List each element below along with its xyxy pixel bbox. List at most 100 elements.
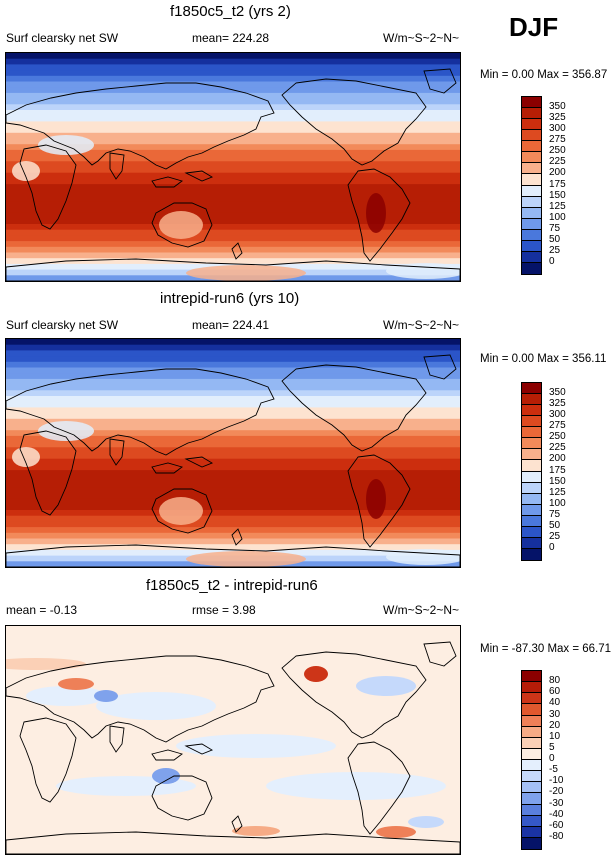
field-spot [38, 135, 94, 155]
field-anomaly [304, 666, 328, 682]
field-band [6, 453, 460, 460]
colorbar-swatch [522, 826, 541, 838]
colorbar-tick-label: 175 [549, 178, 566, 190]
field-band [6, 367, 460, 375]
coastline [423, 68, 457, 94]
colorbar-tick-label: 75 [549, 508, 561, 520]
panel-3-units-label: W/m~S~2~N~ [383, 603, 460, 617]
panel-1-title: f1850c5_t2 (yrs 2) [170, 3, 291, 20]
map-field [6, 53, 460, 281]
field-spot [159, 497, 203, 525]
coastline [151, 170, 214, 188]
colorbar-swatch [522, 471, 541, 483]
panel-3-colorbar [521, 670, 542, 850]
colorbar-swatch [522, 771, 541, 783]
colorbar-tick-label: 275 [549, 134, 566, 146]
field-band [6, 407, 460, 415]
field-band [6, 413, 460, 420]
field-spot [186, 551, 306, 567]
field-band [6, 378, 460, 386]
colorbar-tick-label: 200 [549, 167, 566, 179]
colorbar-swatch [522, 196, 541, 208]
coastline [423, 641, 457, 667]
colorbar-tick-label: -30 [549, 797, 564, 809]
colorbar-tick-label: -5 [549, 764, 558, 776]
colorbar-swatch [522, 837, 541, 849]
colorbar-tick-label: -80 [549, 830, 564, 842]
coastline [6, 655, 275, 743]
field-band [6, 195, 460, 203]
field-band [6, 470, 460, 477]
field-band [6, 58, 460, 66]
colorbar-tick-label: 225 [549, 156, 566, 168]
colorbar-tick-label: 350 [549, 101, 566, 113]
colorbar-tick-label: 275 [549, 420, 566, 432]
field-band [6, 149, 460, 157]
colorbar-tick-label: 300 [549, 123, 566, 135]
field-spot [12, 447, 40, 467]
field-band [6, 418, 460, 426]
colorbar-tick-label: 250 [549, 431, 566, 443]
colorbar-tick-label: 5 [549, 741, 555, 753]
colorbar-tick-label: 80 [549, 675, 561, 687]
colorbar-swatch [522, 515, 541, 527]
field-band [6, 258, 460, 265]
colorbar-swatch [522, 715, 541, 727]
colorbar-tick-label: 25 [549, 530, 561, 542]
field-band [6, 167, 460, 174]
field-spot [366, 479, 386, 519]
field-band [6, 361, 460, 369]
colorbar-swatch [522, 537, 541, 549]
colorbar-tick-label: 0 [549, 753, 555, 764]
colorbar-swatch [522, 526, 541, 538]
field-band [6, 487, 460, 494]
field-band [6, 252, 460, 260]
colorbar-tick-label: 150 [549, 475, 566, 487]
colorbar-tick-label: -40 [549, 808, 564, 820]
colorbar-swatch [522, 760, 541, 772]
field-band [6, 212, 460, 220]
field-band [6, 464, 460, 472]
colorbar-tick-label: 20 [549, 719, 561, 731]
coastline [109, 438, 125, 466]
panel-2-colorbar [521, 382, 542, 561]
colorbar-swatch [522, 704, 541, 716]
panel-3-map [5, 625, 461, 855]
colorbar-swatch [522, 130, 541, 142]
field-anomaly [152, 768, 180, 784]
field-band [6, 70, 460, 77]
colorbar-swatch [522, 449, 541, 461]
field-band [6, 350, 460, 358]
field-band [6, 127, 460, 134]
field-band [6, 504, 460, 511]
field-spot [186, 265, 306, 281]
panel-1-variable-label: Surf clearsky net SW [6, 31, 119, 45]
field-anomaly [6, 658, 86, 670]
colorbar-tick-label: 125 [549, 200, 566, 212]
panel-3-title: f1850c5_t2 - intrepid-run6 [146, 577, 318, 594]
field-spot [12, 161, 40, 181]
coastline [281, 651, 427, 739]
colorbar-tick-label: 0 [549, 541, 555, 553]
colorbar-swatch [522, 229, 541, 241]
field-band [6, 144, 460, 151]
colorbar-swatch [522, 240, 541, 252]
field-anomaly [376, 826, 416, 838]
colorbar-swatch [522, 460, 541, 472]
coastline [231, 242, 243, 260]
field-band [6, 184, 460, 191]
colorbar-swatch [522, 493, 541, 505]
panel-2-mean-label: mean= 224.41 [192, 318, 270, 332]
field-anomaly [96, 692, 216, 720]
coastline [151, 202, 213, 248]
panel-3-rmse-label: rmse = 3.98 [192, 603, 256, 617]
field-band [6, 104, 460, 111]
coastline [6, 258, 460, 281]
colorbar-tick-label: 175 [549, 464, 566, 476]
coastline [151, 775, 213, 821]
field-spot [386, 549, 460, 565]
field-band [6, 447, 460, 454]
colorbar-swatch [522, 804, 541, 816]
field-band [6, 178, 460, 186]
field-band [6, 132, 460, 140]
